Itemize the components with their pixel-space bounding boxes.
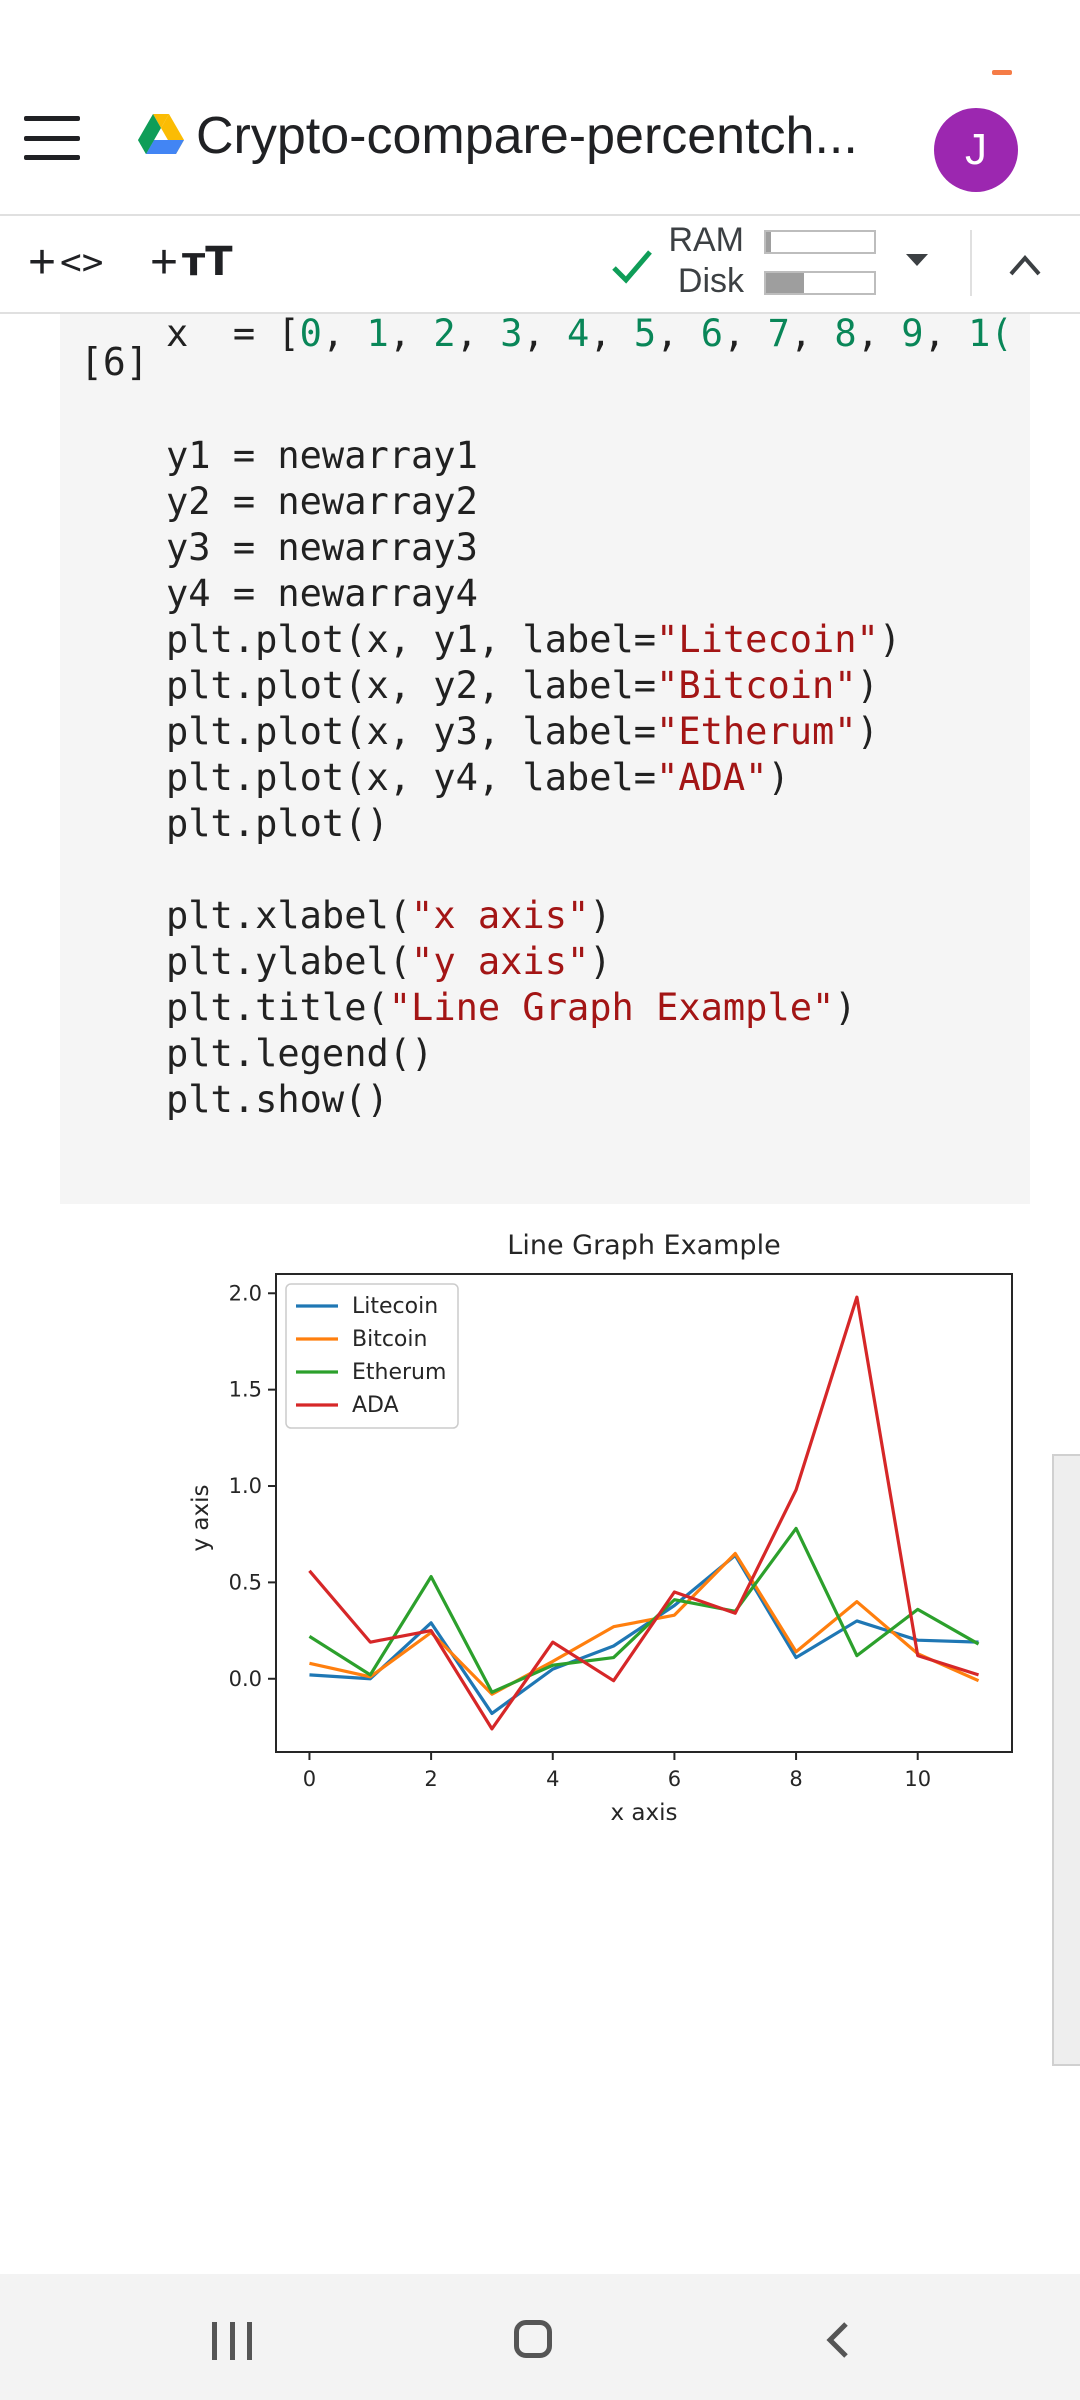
- code-cell[interactable]: [6] x = [0, 1, 2, 3, 4, 5, 6, 7, 8, 9, 1…: [60, 312, 1030, 1204]
- series-line-etherum: [308, 1526, 980, 1694]
- app-bar: Crypto-compare-percentch... J: [0, 0, 1080, 216]
- execution-count: [6]: [80, 340, 149, 384]
- code-line[interactable]: plt.ylabel("y axis"): [166, 940, 612, 983]
- drive-logo-icon: [138, 114, 184, 154]
- legend-label: Bitcoin: [352, 1327, 427, 1352]
- code-line[interactable]: y3 = newarray3: [166, 526, 478, 569]
- connected-check-icon: [612, 250, 652, 284]
- code-line[interactable]: y1 = newarray1: [166, 434, 478, 477]
- cell-output: Line Graph Example x axis y axis 0 2 4 6 8 10…: [170, 1220, 1030, 1840]
- x-tick-label: 2: [424, 1767, 437, 1791]
- x-value: 1(: [968, 312, 1013, 355]
- x-value: 9: [901, 312, 924, 355]
- add-code-button[interactable]: + <>: [28, 232, 103, 292]
- code-line[interactable]: plt.show(): [166, 1078, 389, 1121]
- ram-usage-fill: [766, 232, 772, 252]
- code-line[interactable]: y4 = newarray4: [166, 572, 478, 615]
- disk-usage-bar: [764, 271, 876, 295]
- x-value: 0: [299, 312, 322, 355]
- code-line[interactable]: plt.title("Line Graph Example"): [166, 986, 857, 1029]
- line-chart: Line Graph Example x axis y axis 0 2 4 6 8 10…: [188, 1230, 1013, 1826]
- code-icon: <>: [60, 241, 104, 283]
- code-line-x[interactable]: x = [0, 1, 2, 3, 4, 5, 6, 7, 8, 9, 1(: [166, 312, 1013, 355]
- x-value: 1: [366, 312, 389, 355]
- menu-icon[interactable]: [24, 116, 80, 160]
- status-indicator: [992, 70, 1012, 75]
- disk-label: Disk: [677, 262, 744, 300]
- code-line[interactable]: plt.legend(): [166, 1032, 434, 1075]
- x-axis-label: x axis: [610, 1800, 677, 1826]
- code-line[interactable]: plt.xlabel("x axis"): [166, 894, 612, 937]
- y-tick-label: 1.0: [229, 1474, 262, 1498]
- plus-icon: +: [150, 235, 179, 289]
- y-tick-label: 0.0: [229, 1667, 262, 1691]
- y-tick-label: 0.5: [229, 1570, 262, 1594]
- legend-label: ADA: [352, 1393, 399, 1418]
- toolbar-divider: [970, 230, 972, 296]
- code-line[interactable]: plt.plot(x, y1, label="Litecoin"): [166, 618, 902, 661]
- x-value: 7: [767, 312, 790, 355]
- code-line[interactable]: plt.plot(x, y4, label="ADA"): [166, 756, 790, 799]
- notebook-toolbar: + <> + тТ RAM Disk: [0, 216, 1080, 314]
- chart-legend: [285, 1283, 459, 1429]
- plot-area: [275, 1273, 1013, 1753]
- x-value: 4: [567, 312, 590, 355]
- plus-icon: +: [28, 235, 57, 289]
- code-line[interactable]: plt.plot(x, y2, label="Bitcoin"): [166, 664, 879, 707]
- x-value: 3: [500, 312, 523, 355]
- x-tick-label: 8: [789, 1767, 802, 1791]
- system-nav-bar: [0, 2274, 1080, 2400]
- home-icon[interactable]: [514, 2320, 552, 2358]
- resource-monitor[interactable]: RAM Disk: [668, 220, 744, 302]
- text-icon: тТ: [182, 239, 233, 285]
- output-scrollbar[interactable]: [1052, 1454, 1080, 2066]
- legend-label: Litecoin: [352, 1294, 438, 1319]
- avatar[interactable]: J: [934, 108, 1018, 192]
- x-value: 6: [700, 312, 723, 355]
- code-line[interactable]: plt.plot(): [166, 802, 389, 845]
- y-axis-label: y axis: [188, 1484, 214, 1551]
- ram-usage-bar: [764, 230, 876, 254]
- x-value: 5: [633, 312, 657, 355]
- x-tick-label: 0: [303, 1767, 316, 1791]
- code-line[interactable]: y2 = newarray2: [166, 480, 478, 523]
- chevron-down-icon[interactable]: [906, 254, 928, 266]
- series-line-ada: [308, 1295, 980, 1731]
- series-line-bitcoin: [309, 1551, 980, 1696]
- add-text-button[interactable]: + тТ: [150, 232, 233, 292]
- notebook-title[interactable]: Crypto-compare-percentch...: [196, 107, 858, 165]
- y-tick-label: 2.0: [229, 1281, 262, 1305]
- recent-apps-icon[interactable]: [212, 2322, 252, 2360]
- code-line[interactable]: plt.plot(x, y3, label="Etherum"): [166, 710, 879, 753]
- x-tick-label: 6: [668, 1767, 681, 1791]
- chart-title: Line Graph Example: [507, 1230, 780, 1261]
- ram-label: RAM: [668, 221, 744, 259]
- chevron-up-icon[interactable]: [1008, 250, 1042, 280]
- back-icon[interactable]: [822, 2320, 852, 2360]
- legend-label: Etherum: [352, 1360, 446, 1385]
- x-value: 2: [433, 312, 456, 355]
- disk-usage-fill: [766, 273, 804, 293]
- y-tick-label: 1.5: [229, 1378, 262, 1402]
- x-value: 8: [834, 312, 857, 355]
- x-tick-label: 10: [904, 1767, 931, 1791]
- x-tick-label: 4: [546, 1767, 559, 1791]
